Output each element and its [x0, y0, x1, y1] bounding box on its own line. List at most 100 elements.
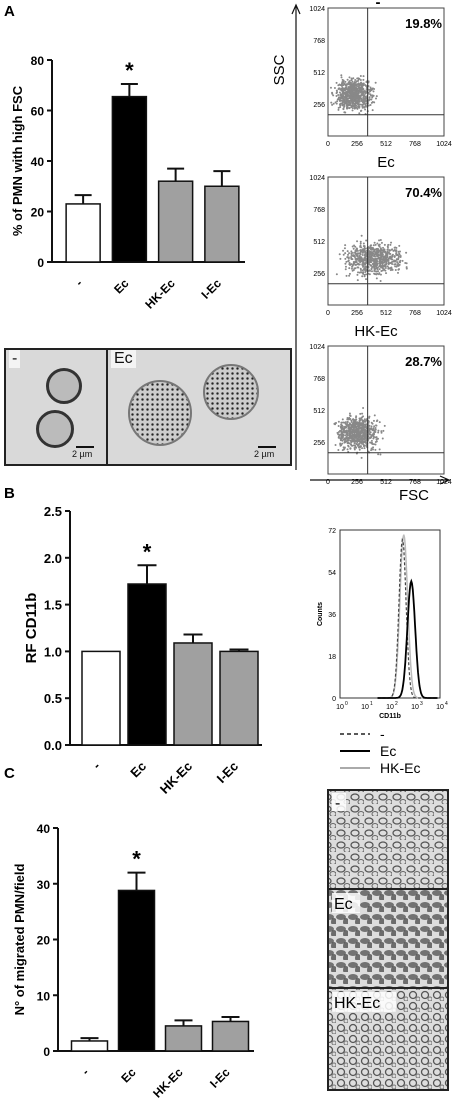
- y-tick-label: 18: [328, 654, 336, 661]
- event-dot: [336, 100, 339, 103]
- event-dot: [345, 274, 348, 277]
- event-dot: [351, 269, 354, 272]
- event-dot: [368, 427, 371, 430]
- event-dot: [357, 105, 360, 108]
- event-dot: [377, 437, 380, 440]
- event-dot: [383, 265, 386, 268]
- event-dot: [358, 442, 361, 445]
- event-dot: [359, 412, 362, 415]
- event-dot: [399, 250, 402, 253]
- event-dot: [374, 258, 377, 261]
- event-dot: [341, 81, 344, 84]
- y-axis-label: Counts: [317, 602, 324, 626]
- event-dot: [352, 247, 355, 250]
- event-dot: [377, 453, 380, 456]
- event-dot: [379, 238, 382, 241]
- event-dot: [391, 253, 394, 256]
- event-dot: [337, 433, 340, 436]
- event-dot: [395, 252, 398, 255]
- event-dot: [344, 86, 347, 89]
- event-dot: [358, 263, 361, 266]
- event-dot: [358, 77, 361, 80]
- event-dot: [350, 421, 353, 424]
- event-dot: [337, 420, 340, 423]
- event-dot: [359, 245, 362, 248]
- event-dot: [353, 255, 356, 258]
- event-dot: [351, 439, 354, 442]
- event-dot: [335, 102, 338, 105]
- event-dot: [350, 434, 353, 437]
- x-tick-label: 0: [326, 141, 330, 148]
- bar-1: [111, 95, 148, 263]
- event-dot: [345, 88, 348, 91]
- event-dot: [387, 266, 390, 269]
- event-dot: [349, 104, 352, 107]
- y-axis-label: % of PMN with high FSC: [10, 85, 25, 236]
- event-dot: [374, 426, 377, 429]
- event-dot: [347, 445, 350, 448]
- event-dot: [344, 441, 347, 444]
- event-dot: [383, 263, 386, 266]
- event-dot: [351, 88, 354, 91]
- event-dot: [339, 96, 342, 99]
- event-dot: [365, 80, 368, 83]
- event-dot: [384, 269, 387, 272]
- event-dot: [341, 87, 344, 90]
- event-dot: [337, 430, 340, 433]
- event-dot: [359, 78, 362, 81]
- event-dot: [375, 273, 378, 276]
- event-dot: [343, 447, 346, 450]
- x-tick-exponent: 2: [395, 701, 398, 707]
- event-dot: [335, 81, 338, 84]
- x-tick-label: Ec: [127, 759, 149, 781]
- x-tick-exponent: 1: [370, 701, 373, 707]
- event-dot: [369, 248, 372, 251]
- event-dot: [353, 105, 356, 108]
- x-tick-exponent: 4: [445, 701, 448, 707]
- legend-label: Ec: [380, 743, 396, 759]
- event-dot: [393, 259, 396, 262]
- event-dot: [333, 86, 336, 89]
- event-dot: [370, 87, 373, 90]
- fsc-axis-arrow: [439, 475, 451, 485]
- event-dot: [341, 91, 344, 94]
- event-dot: [380, 431, 383, 434]
- event-dot: [389, 255, 392, 258]
- event-dot: [368, 96, 371, 99]
- event-dot: [371, 259, 374, 262]
- event-dot: [371, 257, 374, 260]
- event-dot: [357, 436, 360, 439]
- legend-label: -: [380, 726, 385, 742]
- event-dot: [389, 252, 392, 255]
- y-tick-label: 512: [313, 408, 325, 415]
- event-dot: [350, 427, 353, 430]
- event-dot: [358, 432, 361, 435]
- event-dot: [383, 258, 386, 261]
- event-dot: [397, 268, 400, 271]
- event-dot: [376, 262, 379, 265]
- event-dot: [378, 258, 381, 261]
- event-dot: [362, 82, 365, 85]
- event-dot: [348, 91, 351, 94]
- event-dot: [379, 260, 382, 263]
- y-tick-label: 30: [37, 878, 51, 892]
- event-dot: [373, 425, 376, 428]
- event-dot: [374, 428, 377, 431]
- event-dot: [380, 249, 383, 252]
- event-dot: [370, 449, 373, 452]
- event-dot: [369, 244, 372, 247]
- bar-0: [70, 1040, 109, 1052]
- event-dot: [391, 260, 394, 263]
- y-tick-label: 768: [313, 207, 325, 214]
- event-dot: [354, 267, 357, 270]
- event-dot: [354, 78, 357, 81]
- event-dot: [377, 270, 380, 273]
- event-dot: [369, 93, 372, 96]
- event-dot: [376, 242, 379, 245]
- event-dot: [357, 266, 360, 269]
- event-dot: [371, 428, 374, 431]
- event-dot: [360, 271, 363, 274]
- event-dot: [389, 266, 392, 269]
- event-dot: [362, 259, 365, 262]
